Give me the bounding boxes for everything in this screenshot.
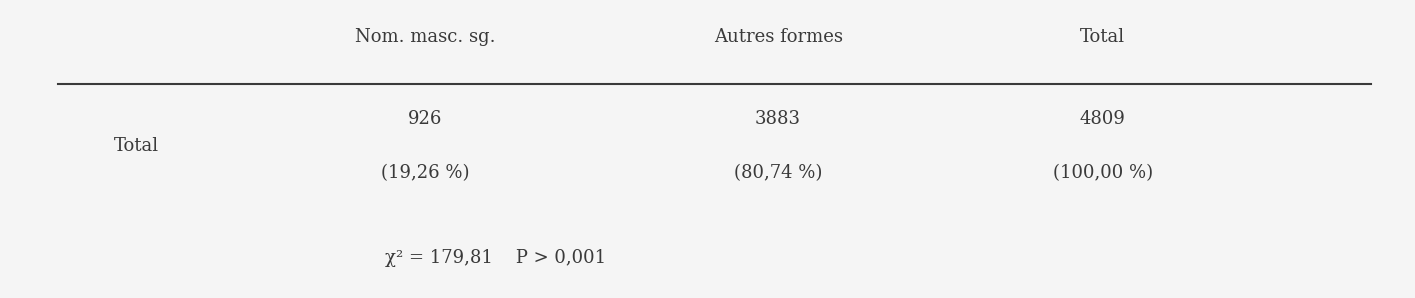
Text: 4809: 4809 [1080,111,1126,128]
Text: 3883: 3883 [756,111,801,128]
Text: Autres formes: Autres formes [713,28,842,46]
Text: Total: Total [1081,28,1125,46]
Text: (19,26 %): (19,26 %) [381,164,470,181]
Text: (80,74 %): (80,74 %) [734,164,822,181]
Text: 926: 926 [408,111,443,128]
Text: Nom. masc. sg.: Nom. masc. sg. [355,28,495,46]
Text: (100,00 %): (100,00 %) [1053,164,1153,181]
Text: χ² = 179,81    P > 0,001: χ² = 179,81 P > 0,001 [385,249,606,267]
Text: Total: Total [115,137,160,155]
